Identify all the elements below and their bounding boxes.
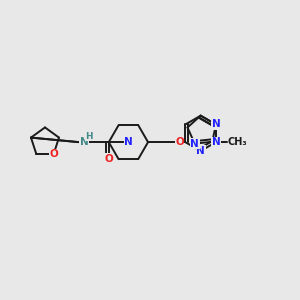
Text: CH₃: CH₃ [228, 137, 248, 147]
Text: O: O [49, 149, 58, 159]
Text: O: O [175, 137, 184, 147]
Text: N: N [212, 137, 220, 147]
Text: N: N [124, 137, 133, 147]
Text: N: N [212, 119, 220, 130]
Text: N: N [196, 146, 205, 156]
Text: N: N [190, 139, 199, 148]
Text: N: N [80, 137, 88, 147]
Text: O: O [104, 154, 113, 164]
Text: H: H [85, 132, 93, 141]
Text: H: H [80, 138, 88, 147]
